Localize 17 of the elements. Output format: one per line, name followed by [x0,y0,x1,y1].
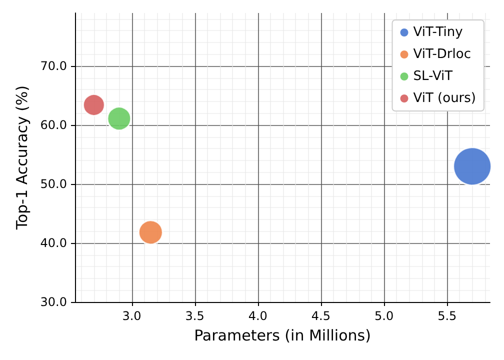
x-tick-label: 5.0 [374,309,394,323]
legend-label: ViT-Tiny [413,25,464,40]
x-tick-label: 4.0 [248,309,268,323]
legend-label: SL-ViT [413,69,453,84]
x-tick-label: 5.5 [438,309,457,323]
x-axis-title: Parameters (in Millions) [194,326,371,344]
x-tick-label: 3.0 [122,309,142,323]
y-tick-label: 70.0 [40,59,67,74]
y-axis-title: Top-1 Accuracy (%) [12,85,31,231]
y-tick-label: 50.0 [40,177,67,192]
y-tick-label: 40.0 [40,236,67,250]
legend-label: ViT (ours) [413,91,476,106]
x-tick-label: 3.5 [185,309,204,323]
y-tick-label: 60.0 [40,118,67,132]
x-tick-label: 4.5 [311,309,331,323]
legend-label: ViT-Drloc [413,47,471,62]
y-tick-label: 30.0 [40,295,67,309]
